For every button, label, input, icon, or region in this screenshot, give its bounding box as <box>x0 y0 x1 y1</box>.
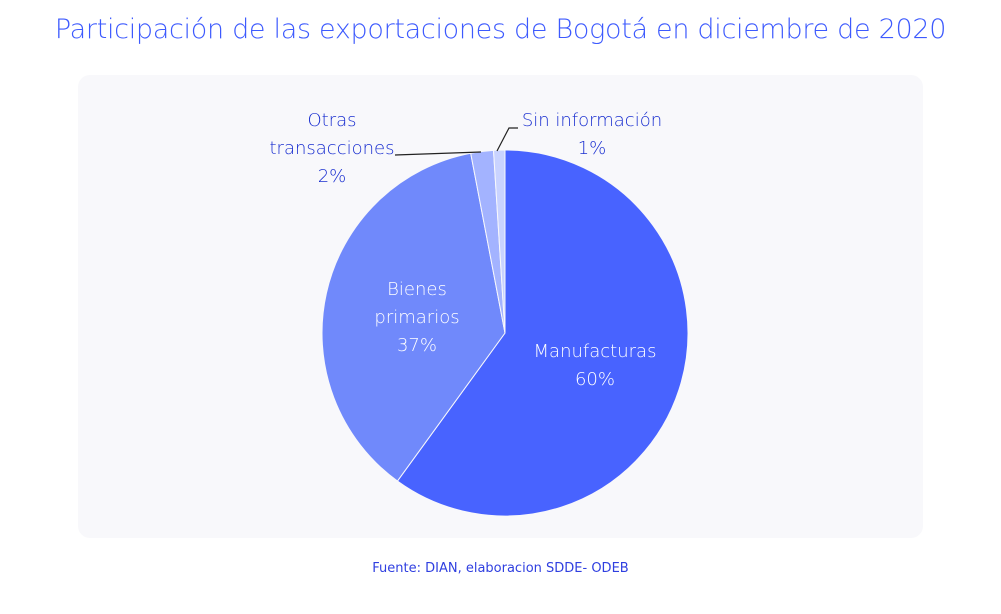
slice-label: Bienes <box>387 279 447 300</box>
leader-line-otras <box>394 151 482 156</box>
slice-label: transacciones <box>270 138 395 159</box>
pie-slice-3 <box>492 149 506 334</box>
leader-line-sin-informacion <box>496 127 518 152</box>
slice-label: Otras <box>307 110 356 131</box>
slice-percent-label: 60% <box>575 369 615 390</box>
slice-percent-label: 2% <box>318 166 347 187</box>
chart-title: Participación de las exportaciones de Bo… <box>54 14 947 45</box>
slice-label: Manufacturas <box>534 341 657 362</box>
slice-percent-label: 1% <box>578 138 607 159</box>
slice-label: Sin información <box>522 110 662 131</box>
pie-slice-0 <box>396 149 689 517</box>
slice-label: primarios <box>374 307 459 328</box>
slice-percent-label: 37% <box>397 335 437 356</box>
pie-slice-1 <box>321 152 506 482</box>
source-note: Fuente: DIAN, elaboracion SDDE- ODEB <box>372 561 629 576</box>
